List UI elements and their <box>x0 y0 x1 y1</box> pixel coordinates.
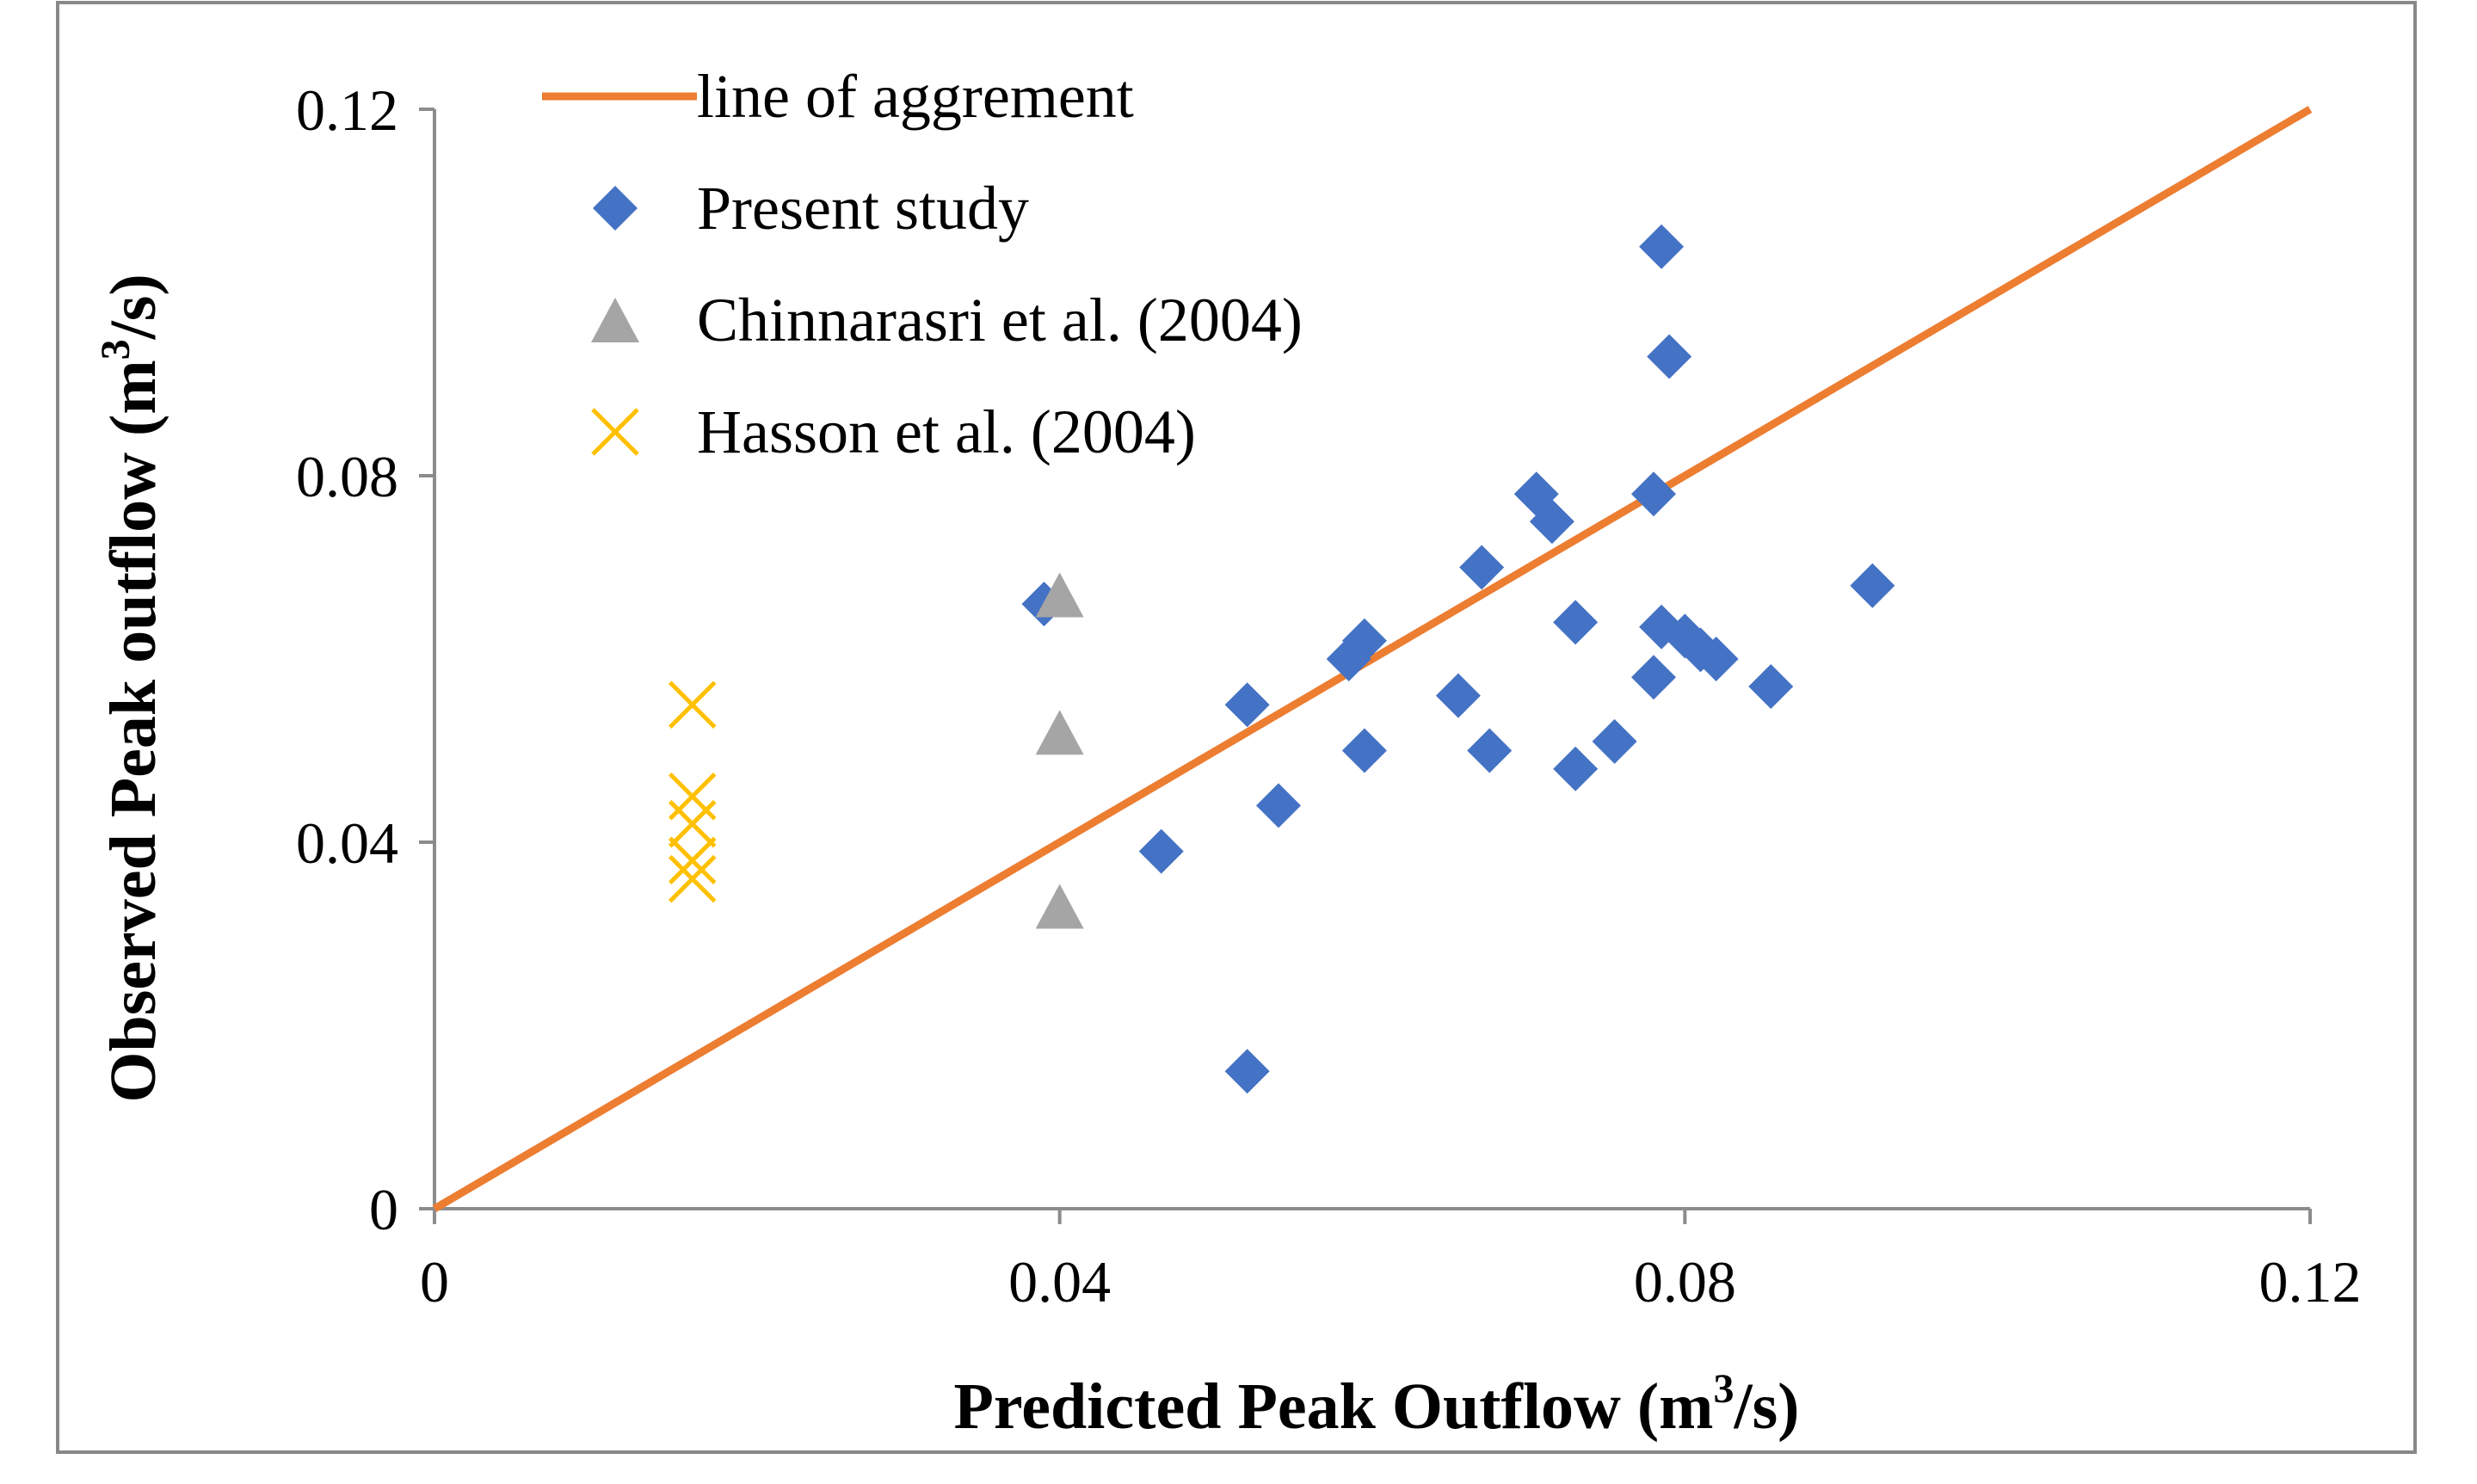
series-layer <box>432 106 2313 1212</box>
point-present-study <box>1553 600 1599 645</box>
y-axis-title-pre: Observed Peak outflow (m <box>97 360 169 1102</box>
point-present-study <box>1256 783 1301 828</box>
point-present-study <box>1467 728 1513 773</box>
x-tick-label: 0.12 <box>2259 1249 2362 1315</box>
point-chinnarasri-et-al-2004 <box>1035 884 1084 929</box>
y-tick-label: 0.04 <box>296 810 398 876</box>
point-present-study <box>1224 682 1270 728</box>
x-axis-title-pre: Predicted Peak Outflow (m <box>954 1370 1714 1443</box>
point-hasson-et-al-2004 <box>668 799 717 848</box>
x-axis-title: Predicted Peak Outflow (m3/s) <box>954 1366 1800 1443</box>
point-hasson-et-al-2004-stroke-b <box>668 799 717 848</box>
x-tick-label: 0.08 <box>1634 1249 1736 1315</box>
legend-label-hasson-et-al-2004: Hasson et al. (2004) <box>697 397 1196 466</box>
y-axis-title-sup: 3 <box>93 339 139 360</box>
legend-label-chinnarasri-et-al-2004: Chinnarasri et al. (2004) <box>697 286 1303 354</box>
point-present-study <box>1529 499 1574 545</box>
point-hasson-et-al-2004 <box>668 680 717 730</box>
point-present-study <box>1553 746 1599 791</box>
axes: 0 0.04 0.08 0.12 0 0.04 0.08 0.12 <box>296 77 2362 1315</box>
legend-label-line-of-aggrement: line of aggrement <box>697 62 1134 131</box>
y-tick-label: 0.12 <box>296 77 398 143</box>
legend-label-present-study: Present study <box>697 174 1029 243</box>
point-hasson-et-al-2004-stroke-b <box>668 836 717 885</box>
legend-swatch-chinnarasri-et-al-2004 <box>591 298 639 342</box>
legend-swatch-present-study <box>593 186 638 231</box>
y-axis-title-post: /s) <box>97 274 169 340</box>
point-present-study <box>1138 828 1184 874</box>
x-axis-title-sup: 3 <box>1713 1366 1734 1412</box>
series-line-line-of-aggrement <box>432 106 2313 1212</box>
y-tick-label: 0 <box>369 1177 398 1242</box>
x-tick-label: 0 <box>420 1249 449 1315</box>
point-hasson-et-al-2004 <box>668 836 717 885</box>
point-present-study <box>1639 224 1685 269</box>
legend-swatch-hasson-et-al-2004-stroke-b <box>591 408 639 456</box>
point-present-study <box>1592 718 1637 764</box>
point-hasson-et-al-2004-stroke-b <box>668 854 717 903</box>
y-tick-label: 0.08 <box>296 444 398 509</box>
point-chinnarasri-et-al-2004 <box>1035 710 1084 755</box>
x-axis-title-post: /s) <box>1733 1370 1799 1443</box>
point-present-study <box>1693 637 1739 681</box>
x-tick-label: 0.04 <box>1008 1249 1111 1315</box>
point-present-study <box>1326 637 1371 681</box>
point-present-study <box>1850 563 1895 608</box>
point-present-study <box>1435 673 1481 718</box>
legend-swatch-hasson-et-al-2004 <box>591 408 639 456</box>
point-present-study <box>1341 728 1387 773</box>
point-chinnarasri-et-al-2004 <box>1035 572 1084 618</box>
point-present-study <box>1631 471 1676 517</box>
point-hasson-et-al-2004-stroke-b <box>668 680 717 730</box>
y-axis-title: Observed Peak outflow (m3/s) <box>93 274 169 1102</box>
point-present-study <box>1631 655 1676 700</box>
point-present-study <box>1748 663 1794 709</box>
legend: line of aggrement Present study Chinnarasr… <box>542 62 1303 466</box>
point-present-study <box>1459 545 1505 590</box>
chart-border <box>56 1 2417 1454</box>
point-present-study <box>1647 334 1692 379</box>
point-present-study <box>1224 1049 1270 1094</box>
point-hasson-et-al-2004 <box>668 854 717 903</box>
